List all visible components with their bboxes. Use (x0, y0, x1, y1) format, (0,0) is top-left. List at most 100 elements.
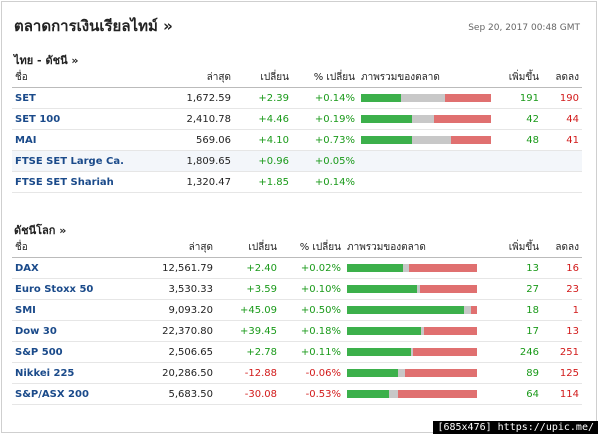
table-row[interactable]: Dow 30 22,370.80 +39.45 +0.18% 17 13 (12, 320, 582, 342)
declining-segment (450, 136, 491, 144)
declining-segment (470, 306, 477, 314)
decliners-count (542, 171, 582, 193)
last-price: 1,672.59 (142, 87, 234, 109)
last-price: 22,370.80 (142, 320, 216, 342)
col-pct: % เปลี่ยน (280, 238, 344, 258)
advancers-count: 13 (494, 257, 542, 279)
change-value: -30.08 (216, 383, 280, 405)
change-value: +2.40 (216, 257, 280, 279)
change-percent: +0.14% (292, 171, 358, 193)
market-breadth-cell (358, 171, 494, 193)
change-percent: +0.02% (280, 257, 344, 279)
last-price: 3,530.33 (142, 278, 216, 300)
market-breadth-cell (358, 150, 494, 172)
unchanged-segment (401, 94, 446, 102)
unchanged-segment (397, 369, 406, 377)
index-name-link[interactable]: FTSE SET Shariah (12, 171, 142, 193)
advancing-segment (347, 369, 398, 377)
index-name-link[interactable]: SMI (12, 299, 142, 321)
section-title-world[interactable]: ดัชนีโลก » (14, 224, 67, 237)
advancing-segment (347, 264, 403, 272)
unchanged-segment (410, 348, 414, 356)
table-row[interactable]: S&P/ASX 200 5,683.50 -30.08 -0.53% 64 114 (12, 383, 582, 405)
last-price: 9,093.20 (142, 299, 216, 321)
col-last: ล่าสุด (142, 68, 234, 88)
advancers-count: 246 (494, 341, 542, 363)
table-row[interactable]: SET 1,672.59 +2.39 +0.14% 191 190 (12, 87, 582, 109)
market-breadth-bar (347, 285, 477, 293)
last-price: 12,561.79 (142, 257, 216, 279)
declining-segment (445, 94, 491, 102)
change-percent: -0.06% (280, 362, 344, 384)
market-breadth-cell (344, 341, 494, 363)
col-change: เปลี่ยน (216, 238, 280, 258)
table-row[interactable]: MAI 569.06 +4.10 +0.73% 48 41 (12, 129, 582, 151)
change-value: +39.45 (216, 320, 280, 342)
change-value: +4.46 (234, 108, 292, 130)
unchanged-segment (464, 306, 471, 314)
advancing-segment (347, 348, 411, 356)
thai-index-table: ชื่อ ล่าสุด เปลี่ยน % เปลี่ยน ภาพรวมของต… (12, 68, 582, 193)
table-row[interactable]: Euro Stoxx 50 3,530.33 +3.59 +0.10% 27 23 (12, 278, 582, 300)
unchanged-segment (417, 285, 420, 293)
advancing-segment (361, 94, 402, 102)
change-percent: +0.50% (280, 299, 344, 321)
col-change: เปลี่ยน (234, 68, 292, 88)
col-name: ชื่อ (12, 68, 142, 88)
index-name-link[interactable]: Euro Stoxx 50 (12, 278, 142, 300)
advancers-count: 18 (494, 299, 542, 321)
unchanged-segment (421, 327, 424, 335)
declining-segment (419, 285, 477, 293)
section-title-thai[interactable]: ไทย - ดัชนี » (14, 54, 79, 67)
index-name-link[interactable]: SET (12, 87, 142, 109)
index-name-link[interactable]: S&P 500 (12, 341, 142, 363)
change-percent: -0.53% (280, 383, 344, 405)
table-row[interactable]: FTSE SET Shariah 1,320.47 +1.85 +0.14% (12, 171, 582, 193)
timestamp: Sep 20, 2017 00:48 GMT (468, 23, 580, 33)
advancing-segment (347, 306, 464, 314)
market-breadth-cell (344, 278, 494, 300)
change-percent: +0.05% (292, 150, 358, 172)
col-name: ชื่อ (12, 238, 142, 258)
index-name-link[interactable]: Dow 30 (12, 320, 142, 342)
advancers-count: 42 (494, 108, 542, 130)
index-name-link[interactable]: S&P/ASX 200 (12, 383, 142, 405)
declining-segment (423, 327, 477, 335)
change-value: +1.85 (234, 171, 292, 193)
decliners-count (542, 150, 582, 172)
table-header-row: ชื่อ ล่าสุด เปลี่ยน % เปลี่ยน ภาพรวมของต… (12, 238, 582, 258)
index-name-link[interactable]: SET 100 (12, 108, 142, 130)
market-breadth-cell (358, 87, 494, 109)
index-name-link[interactable]: DAX (12, 257, 142, 279)
table-row[interactable]: FTSE SET Large Ca. 1,809.65 +0.96 +0.05% (12, 150, 582, 172)
market-breadth-cell (344, 320, 494, 342)
page-title[interactable]: ตลาดการเงินเรียลไทม์ » (14, 17, 173, 35)
table-row[interactable]: S&P 500 2,506.65 +2.78 +0.11% 246 251 (12, 341, 582, 363)
change-value: -12.88 (216, 362, 280, 384)
market-breadth-bar (347, 264, 477, 272)
decliners-count: 1 (542, 299, 582, 321)
change-percent: +0.14% (292, 87, 358, 109)
advancers-count: 48 (494, 129, 542, 151)
market-breadth-cell (358, 129, 494, 151)
index-name-link[interactable]: Nikkei 225 (12, 362, 142, 384)
table-row[interactable]: SMI 9,093.20 +45.09 +0.50% 18 1 (12, 299, 582, 321)
last-price: 1,809.65 (142, 150, 234, 172)
last-price: 2,410.78 (142, 108, 234, 130)
table-row[interactable]: SET 100 2,410.78 +4.46 +0.19% 42 44 (12, 108, 582, 130)
table-row[interactable]: DAX 12,561.79 +2.40 +0.02% 13 16 (12, 257, 582, 279)
watermark: [685x476] https://upic.me/ (433, 421, 598, 434)
index-name-link[interactable]: FTSE SET Large Ca. (12, 150, 142, 172)
table-row[interactable]: Nikkei 225 20,286.50 -12.88 -0.06% 89 125 (12, 362, 582, 384)
col-market: ภาพรวมของตลาด (358, 68, 494, 88)
advancing-segment (347, 285, 418, 293)
market-breadth-bar (347, 390, 477, 398)
index-name-link[interactable]: MAI (12, 129, 142, 151)
col-dec: ลดลง (542, 238, 582, 258)
col-adv: เพิ่มขึ้น (494, 238, 542, 258)
last-price: 20,286.50 (142, 362, 216, 384)
last-price: 569.06 (142, 129, 234, 151)
change-value: +3.59 (216, 278, 280, 300)
change-value: +2.39 (234, 87, 292, 109)
decliners-count: 23 (542, 278, 582, 300)
